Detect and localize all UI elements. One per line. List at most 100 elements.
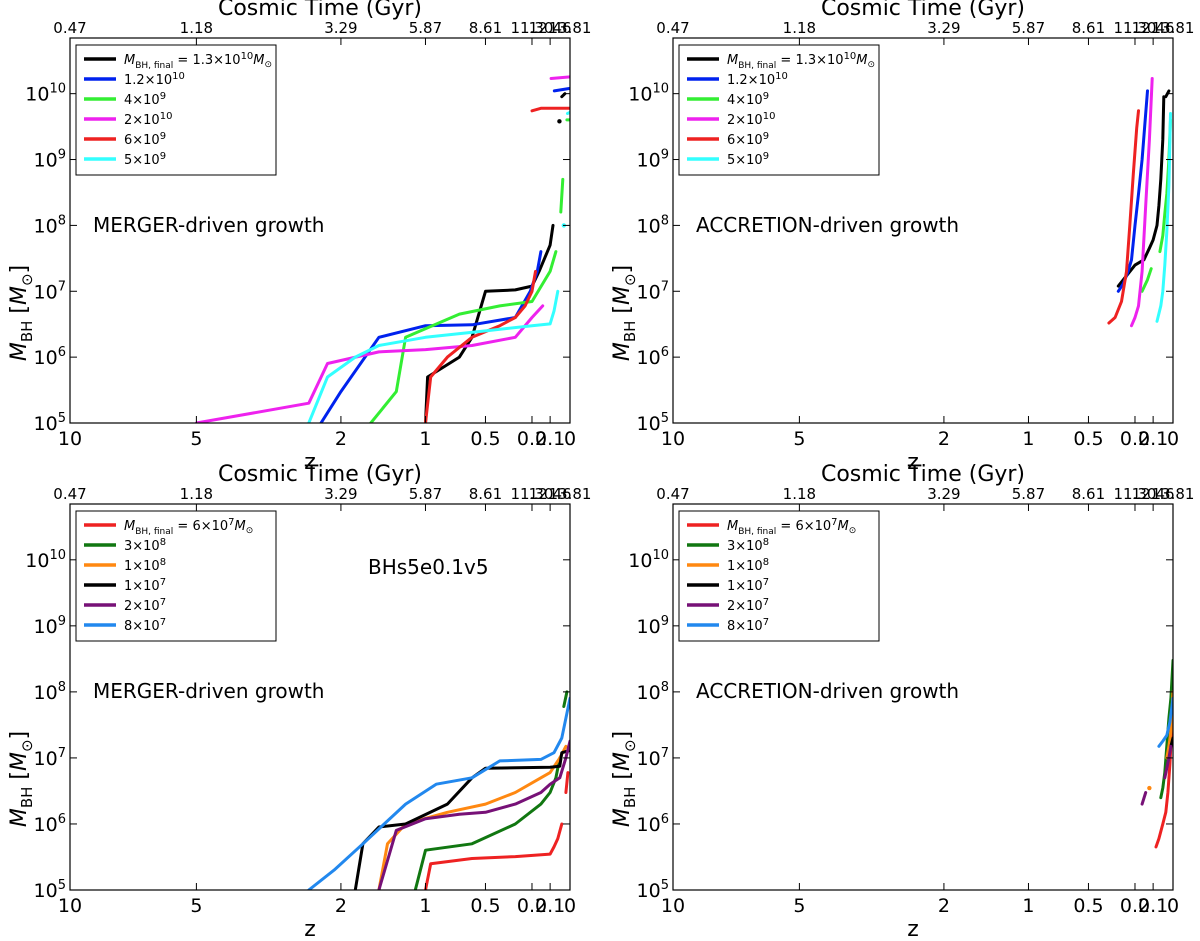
top-tick-label: 1.18 [180, 19, 213, 37]
top-tick-label: 1.18 [180, 485, 213, 503]
top-tick-label: 12.46 [1132, 19, 1175, 37]
top-tick-label: 1.18 [783, 19, 816, 37]
y-tick-label: 109 [637, 148, 669, 172]
legend-entry-5: 6×109 [727, 131, 769, 148]
x-tick-label: 10 [661, 895, 685, 917]
series-1-point [557, 119, 562, 124]
y-tick-label: 109 [34, 614, 66, 638]
top-tick-label: 3.29 [927, 485, 960, 503]
top-tick-label: 12.46 [529, 19, 572, 37]
y-tick-label: 108 [637, 213, 669, 237]
series-group [307, 690, 570, 890]
x-axis-title: z [304, 917, 316, 941]
x-tick-label: 0 [1167, 428, 1179, 450]
x-tick-label: 5 [793, 895, 805, 917]
y-tick-label: 109 [637, 614, 669, 638]
series-3-line [559, 177, 565, 214]
series-2-line [562, 690, 569, 708]
legend-entry-3: 1×108 [727, 557, 769, 574]
series-5-line [1107, 109, 1140, 325]
series-6-line [1155, 112, 1172, 323]
legend-entry-1: MBH, final = 1.3×1010M⊙ [124, 51, 272, 71]
growth-mode-annotation: MERGER-driven growth [93, 679, 324, 703]
y-tick-label: 105 [637, 878, 669, 902]
series-4-line [1130, 77, 1154, 328]
series-3-line [369, 250, 558, 423]
y-axis-title: MBH [M⊙] [7, 265, 36, 361]
top-tick-label: 0.47 [53, 19, 86, 37]
top-tick-label: 8.61 [469, 19, 502, 37]
x-tick-label: 0.1 [1138, 895, 1168, 917]
series-5-line [377, 739, 570, 890]
x-axis-title: z [907, 450, 919, 475]
x-tick-label: 1 [419, 428, 431, 450]
y-tick-label: 108 [34, 680, 66, 704]
x-tick-label: 10 [58, 895, 82, 917]
y-tick-label: 1010 [628, 82, 669, 106]
y-tick-label: 1010 [25, 548, 66, 572]
y-tick-label: 107 [637, 279, 669, 303]
y-tick-label: 106 [34, 345, 66, 369]
top-tick-label: 0.47 [53, 485, 86, 503]
top-axis-title: Cosmic Time (Gyr) [821, 462, 1025, 487]
x-tick-label: 0.5 [1073, 895, 1103, 917]
series-4-line [194, 304, 545, 423]
x-tick-label: 0 [1167, 895, 1179, 917]
series-6-line [307, 696, 570, 890]
legend-entry-3: 4×109 [124, 91, 166, 108]
series-1-line [1116, 95, 1166, 288]
legend-entry-4: 2×1010 [727, 111, 775, 128]
top-tick-label: 12.46 [1132, 485, 1175, 503]
x-tick-label: 10 [661, 428, 685, 450]
x-tick-label: 0.5 [1073, 428, 1103, 450]
y-tick-label: 105 [34, 878, 66, 902]
plot-frame [672, 503, 1174, 891]
x-tick-label: 0 [564, 895, 576, 917]
x-tick-label: 0.1 [535, 895, 565, 917]
top-tick-label: 1.18 [783, 485, 816, 503]
top-axis-title: Cosmic Time (Gyr) [218, 0, 422, 21]
y-tick-label: 109 [34, 148, 66, 172]
series-1-line [424, 822, 564, 890]
top-tick-label: 13.81 [1152, 485, 1195, 503]
x-tick-label: 2 [938, 895, 950, 917]
x-tick-label: 0.2 [517, 895, 547, 917]
legend-entry-6: 5×109 [124, 151, 166, 168]
y-tick-label: 105 [34, 411, 66, 435]
y-tick-label: 107 [637, 746, 669, 770]
top-tick-label: 13.81 [549, 485, 592, 503]
series-1-line [560, 92, 567, 99]
top-axis-title: Cosmic Time (Gyr) [821, 0, 1025, 21]
x-tick-label: 2 [938, 428, 950, 450]
top-tick-label: 13.81 [1152, 19, 1195, 37]
legend-entry-6: 8×107 [727, 617, 769, 634]
legend-entry-1: MBH, final = 1.3×1010M⊙ [727, 51, 875, 71]
x-tick-label: 2 [335, 428, 347, 450]
x-tick-label: 0.1 [1138, 428, 1168, 450]
growth-mode-annotation: ACCRETION-driven growth [696, 213, 959, 237]
legend-entry-2: 3×108 [727, 537, 769, 554]
top-tick-label: 8.61 [1072, 485, 1105, 503]
chart-panel-1: 10 5 2 1 0.5 0.20.100.47 1.18 3.29 5.87 8.61 11.30… [7, 0, 591, 475]
x-tick-label: 0.5 [470, 428, 500, 450]
y-axis-title: MBH [M⊙] [7, 731, 36, 827]
y-axis-title: MBH [M⊙] [610, 265, 639, 361]
legend-entry-5: 2×107 [727, 597, 769, 614]
top-tick-label: 5.87 [1012, 485, 1045, 503]
series-1-line [424, 223, 555, 423]
plot-frame [672, 37, 1174, 424]
series-5-line [1140, 791, 1148, 806]
series-6-line [307, 289, 560, 423]
legend-entry-4: 1×107 [727, 577, 769, 594]
legend: MBH, final = 6×107M⊙3×108 1×108 1×107 2×107… [75, 510, 277, 642]
y-tick-label: 1010 [628, 548, 669, 572]
legend-entry-3: 4×109 [727, 91, 769, 108]
growth-mode-annotation: MERGER-driven growth [93, 213, 324, 237]
legend-entry-5: 2×107 [124, 597, 166, 614]
legend-entry-1: MBH, final = 6×107M⊙ [727, 517, 856, 537]
series-5-line [1163, 744, 1173, 780]
x-tick-label: 1 [1022, 895, 1034, 917]
series-1-line [564, 771, 570, 794]
legend: MBH, final = 1.3×1010M⊙1.2×1010 4×109 2×10… [75, 44, 277, 176]
x-tick-label: 2 [335, 895, 347, 917]
